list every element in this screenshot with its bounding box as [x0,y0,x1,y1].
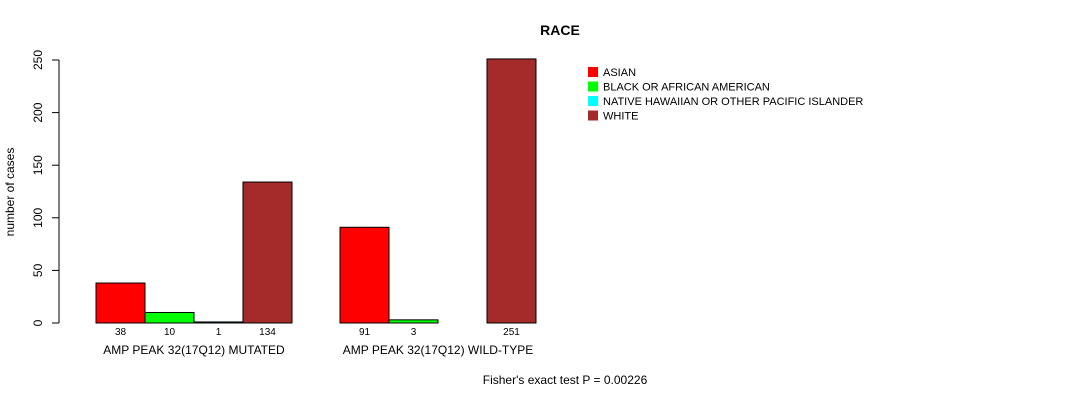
y-tick-label: 100 [31,207,45,227]
bar-black-or-african-american [144,311,195,324]
y-tick-label: 0 [31,319,45,326]
bar-native-hawaiian-or-other-pacific-islander [193,321,244,324]
bar-value-label: 3 [411,327,417,338]
y-tick-label: 150 [31,155,45,175]
bar-value-label: 10 [164,327,176,338]
x-category-label: AMP PEAK 32(17Q12) MUTATED [103,343,285,357]
bar-white [242,181,293,324]
legend-label: ASIAN [603,67,636,79]
bar-black-or-african-american [388,319,439,324]
bar-asian [95,282,146,324]
fisher-test-annotation: Fisher's exact test P = 0.00226 [483,373,648,387]
x-category-label: AMP PEAK 32(17Q12) WILD-TYPE [343,343,534,357]
y-axis-label: number of cases [3,148,17,237]
legend-label: WHITE [603,111,638,123]
legend-swatch [588,81,598,92]
legend-label: BLACK OR AFRICAN AMERICAN [603,82,770,94]
legend-label: NATIVE HAWAIIAN OR OTHER PACIFIC ISLANDE… [603,96,863,108]
bar-value-label: 251 [503,327,520,338]
bar-value-label: 38 [115,327,127,338]
y-tick-label: 200 [31,102,45,122]
bar-value-label: 134 [259,327,276,338]
y-tick-label: 250 [31,50,45,70]
legend-swatch [588,96,598,106]
bar-value-label: 91 [359,327,371,338]
chart-title: RACE [540,22,580,38]
bar-asian [339,226,390,324]
bar-value-label: 1 [216,327,222,338]
legend-swatch [588,67,598,77]
bar-white [486,58,537,324]
legend-swatch [588,110,598,121]
y-tick-label: 50 [31,263,45,277]
